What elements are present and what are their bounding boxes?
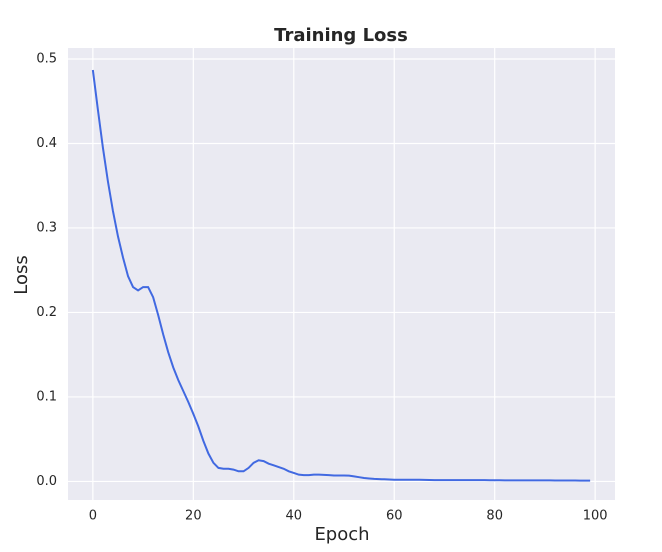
plot-area (68, 48, 615, 500)
x-tick-label: 20 (185, 509, 202, 524)
x-tick-label: 40 (286, 509, 303, 524)
y-axis-label: Loss (11, 255, 32, 294)
chart-title: Training Loss (274, 25, 408, 46)
y-tick-label: 0.2 (36, 305, 57, 320)
x-tick-label: 0 (89, 509, 97, 524)
y-tick-label: 0.5 (36, 51, 57, 66)
y-tick-label: 0.4 (36, 136, 57, 151)
y-tick-label: 0.1 (36, 389, 57, 404)
x-axis-label: Epoch (314, 524, 369, 545)
x-tick-label: 80 (486, 509, 503, 524)
y-tick-label: 0.3 (36, 220, 57, 235)
y-tick-label: 0.0 (36, 474, 57, 489)
x-tick-label: 60 (386, 509, 403, 524)
x-tick-label: 100 (583, 509, 608, 524)
loss-line (91, 69, 591, 482)
